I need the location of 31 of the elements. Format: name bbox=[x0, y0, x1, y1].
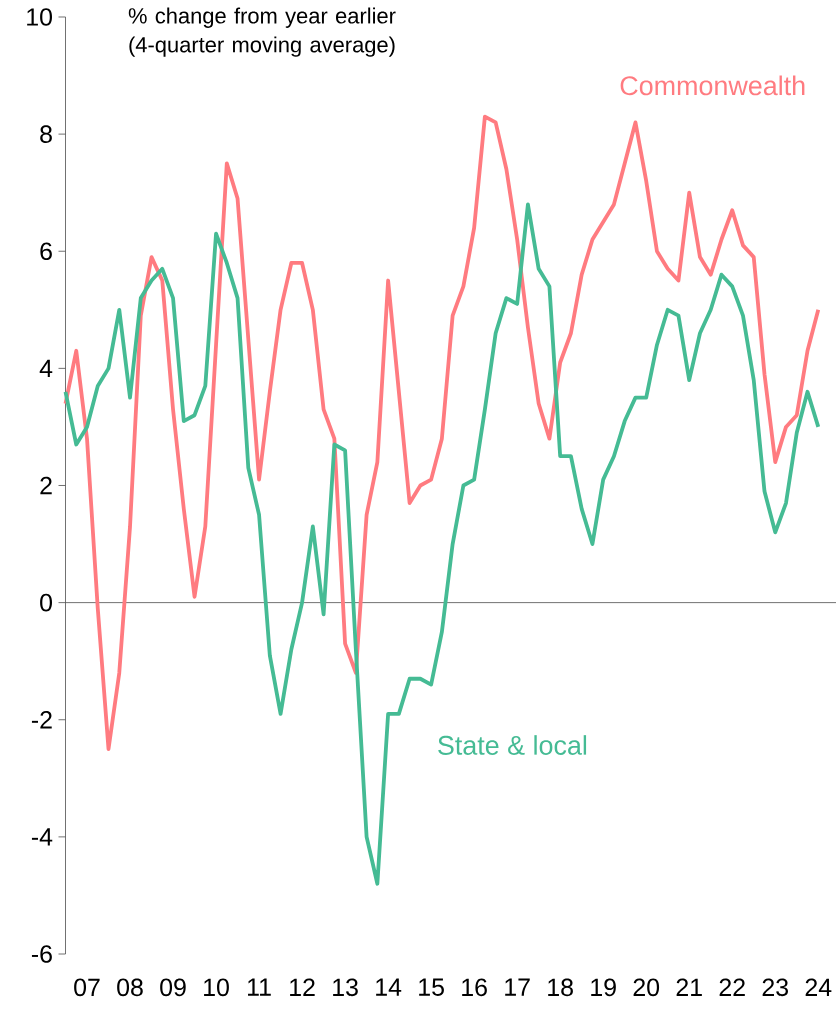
x-tick-label: 12 bbox=[290, 978, 315, 996]
x-tick-label: 17 bbox=[505, 978, 530, 996]
x-tick-label: 19 bbox=[591, 978, 616, 997]
y-tick-label: 4 bbox=[39, 359, 53, 377]
x-tick-label: 18 bbox=[548, 978, 573, 997]
x-tick-label: 13 bbox=[333, 978, 358, 997]
x-tick-label: 21 bbox=[676, 978, 702, 996]
y-tick-label: 10 bbox=[27, 8, 52, 26]
x-tick-label: 20 bbox=[633, 978, 660, 997]
series-label: State & local bbox=[438, 735, 587, 755]
y-tick-label: 2 bbox=[40, 476, 52, 495]
y-tick-label: 8 bbox=[40, 125, 52, 143]
y-tick-label: -2 bbox=[31, 711, 52, 729]
x-tick-label: 09 bbox=[160, 978, 186, 997]
x-tick-label: 22 bbox=[719, 978, 745, 996]
x-tick-label: 10 bbox=[204, 978, 229, 997]
y-axis-title: % change from year earlier (4-quarter moving average) bbox=[128, 7, 396, 57]
x-tick-label: 11 bbox=[248, 978, 271, 996]
y-tick-label: 6 bbox=[40, 242, 52, 261]
x-tick-label: 08 bbox=[117, 978, 143, 997]
x-tick-label: 16 bbox=[462, 978, 487, 997]
x-tick-label: 24 bbox=[805, 978, 832, 996]
x-tick-label: 07 bbox=[74, 978, 100, 997]
y-tick-label: -4 bbox=[31, 828, 53, 846]
y-tick-label: -6 bbox=[31, 945, 52, 963]
x-tick-label: 14 bbox=[376, 978, 402, 996]
x-tick-label: 23 bbox=[762, 978, 788, 997]
y-tick-label: 0 bbox=[40, 593, 52, 612]
line-series bbox=[63, 202, 821, 886]
series-label: Commonwealth bbox=[620, 75, 805, 96]
x-tick-label: 15 bbox=[419, 978, 444, 996]
